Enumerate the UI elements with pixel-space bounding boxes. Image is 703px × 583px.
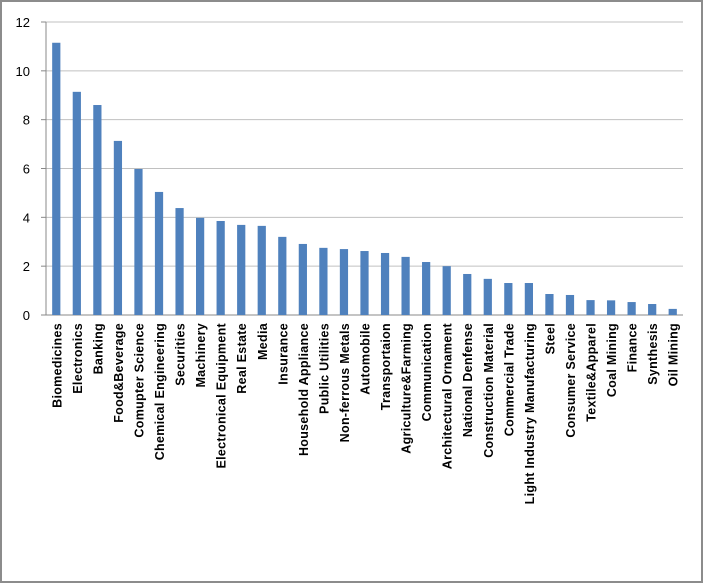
bar: [504, 283, 513, 315]
bar: [627, 302, 636, 315]
y-tick-label: 4: [23, 210, 30, 225]
x-tick-label: National Denfense: [461, 323, 475, 437]
x-tick-label: Public Utilities: [317, 323, 331, 414]
x-tick-label: Coal Mining: [605, 323, 619, 397]
bar: [380, 252, 390, 315]
y-tick-label: 8: [23, 113, 30, 128]
x-tick-label: Light Industry Manufacturing: [523, 323, 537, 504]
bar: [360, 251, 369, 315]
bar: [237, 224, 246, 315]
bar: [606, 300, 616, 315]
bar: [216, 220, 225, 315]
y-tick-label: 10: [16, 64, 30, 79]
bar: [545, 294, 554, 315]
x-tick-label: Agriculture&Farming: [400, 323, 414, 454]
bar: [72, 91, 81, 315]
x-tick-label: Electronical Equipment: [215, 322, 229, 468]
x-tick-label: Real Estate: [235, 323, 249, 394]
x-tick-label: Communication: [420, 323, 434, 421]
bar: [52, 42, 61, 316]
bar: [113, 140, 123, 315]
x-tick-label: Steel: [543, 323, 557, 354]
x-tick-label: Comupter Science: [132, 323, 146, 438]
bar: [668, 308, 677, 315]
x-tick-label: Media: [256, 322, 270, 360]
bar: [278, 236, 287, 315]
bar: [134, 168, 143, 315]
bar: [339, 249, 349, 315]
y-tick-label: 2: [23, 259, 30, 274]
x-tick-label: Oil Mining: [667, 323, 681, 386]
bar: [463, 273, 472, 315]
x-tick-label: Food&Beverage: [112, 323, 126, 423]
x-tick-label: Machinery: [194, 323, 208, 388]
x-tick-label: Chemical Engineering: [153, 323, 167, 460]
x-tick-label: Non-ferrous Metals: [338, 323, 352, 442]
x-tick-label: Commercial Trade: [502, 323, 516, 436]
bar: [257, 225, 266, 315]
bar: [298, 243, 307, 315]
y-tick-label: 0: [23, 308, 30, 323]
bar: [422, 262, 431, 315]
x-tick-label: Consumer Service: [564, 323, 578, 438]
bar: [524, 283, 533, 315]
bar: [565, 294, 575, 315]
bar: [154, 191, 164, 315]
x-tick-label: Automobile: [359, 323, 373, 395]
bar: [175, 208, 184, 315]
y-tick-label: 6: [23, 162, 30, 177]
x-tick-label: Textile&Apparel: [585, 323, 599, 422]
x-tick-label: Transportaion: [379, 323, 393, 410]
x-tick-label: Banking: [91, 323, 105, 374]
x-tick-label: Architectural Ornament: [441, 322, 455, 469]
x-tick-label: Synthesis: [646, 323, 660, 385]
bar: [648, 304, 657, 315]
y-tick-label: 12: [16, 15, 30, 30]
bar: [401, 256, 410, 315]
x-tick-label: Insurance: [276, 323, 290, 385]
x-tick-label: Construction Material: [482, 323, 496, 458]
bar: [93, 105, 102, 316]
bar: [196, 217, 205, 315]
x-tick-label: Biomedicines: [50, 323, 64, 408]
bar: [586, 300, 595, 315]
bar: [319, 247, 328, 315]
x-tick-label: Household Appliance: [297, 323, 311, 456]
x-tick-label: Electronics: [71, 323, 85, 394]
bar: [442, 266, 451, 315]
x-tick-label: Securities: [174, 323, 188, 386]
bar: [483, 278, 492, 315]
x-tick-label: Finance: [626, 323, 640, 372]
